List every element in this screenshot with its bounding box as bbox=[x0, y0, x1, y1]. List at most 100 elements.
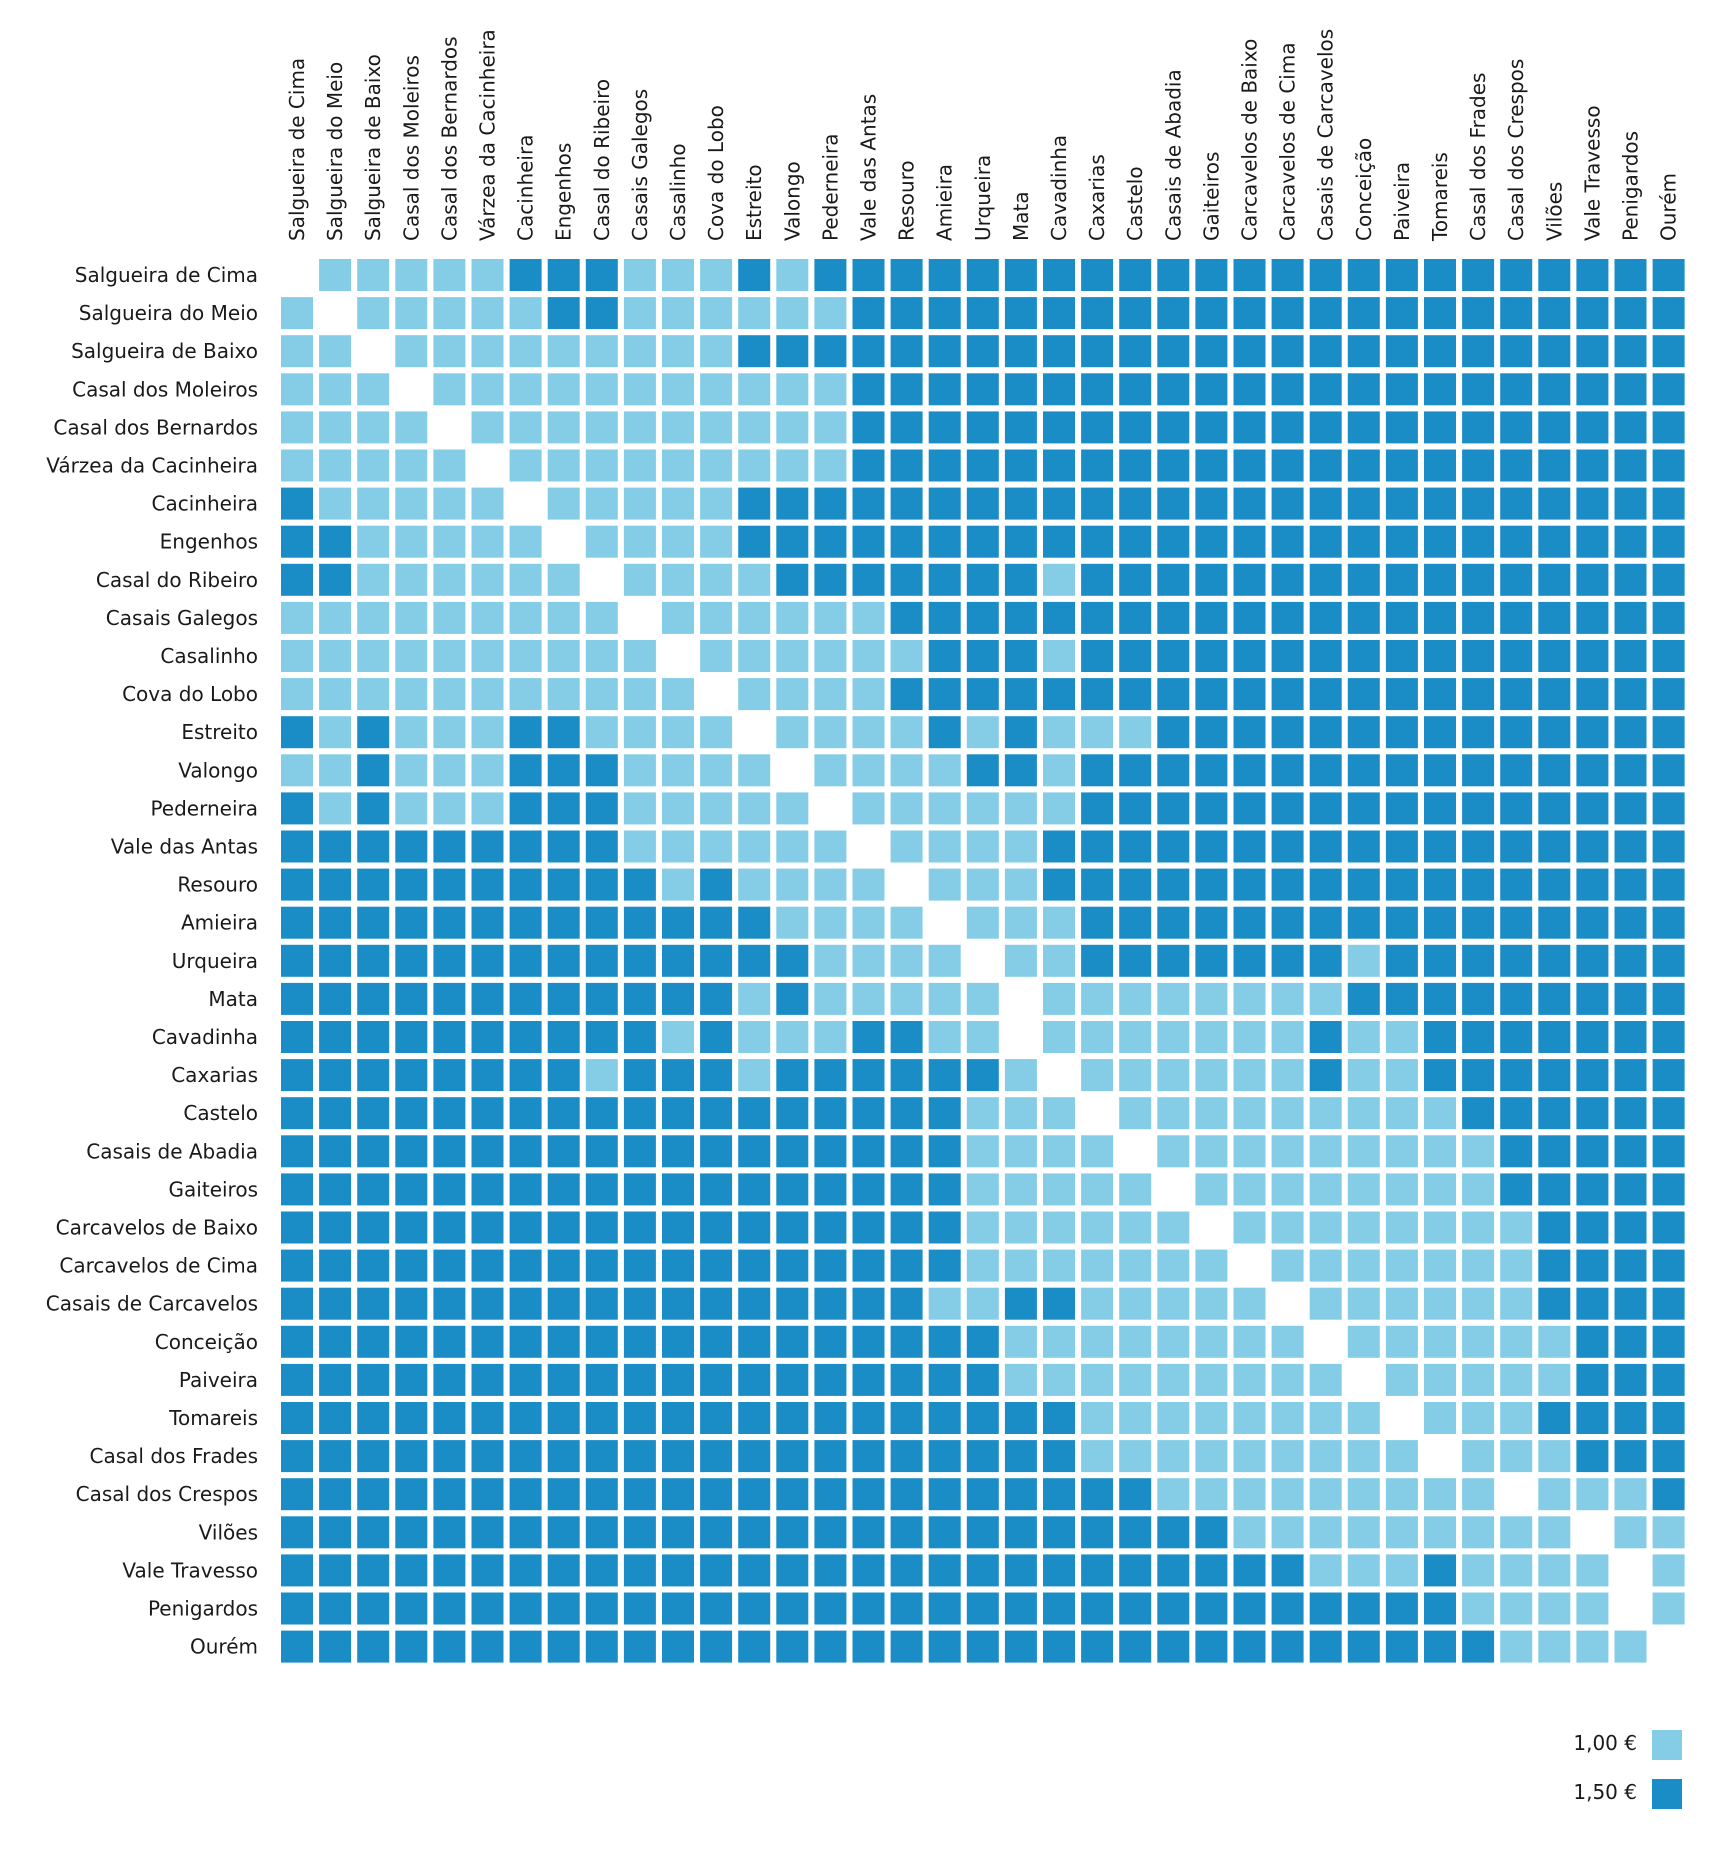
matrix-cell bbox=[1462, 335, 1495, 368]
matrix-cell bbox=[471, 297, 504, 330]
column-label: Caxarias bbox=[1085, 154, 1109, 241]
matrix-cell bbox=[1347, 259, 1380, 291]
matrix-cell bbox=[1576, 1554, 1609, 1587]
matrix-cell bbox=[395, 640, 428, 672]
matrix-cell bbox=[1614, 1363, 1647, 1396]
matrix-cell bbox=[1576, 754, 1609, 787]
matrix-cell bbox=[1462, 525, 1495, 558]
matrix-cell bbox=[1233, 678, 1266, 711]
matrix-cell bbox=[1195, 1630, 1228, 1663]
row-label: Resouro bbox=[177, 873, 258, 897]
matrix-cell bbox=[319, 1325, 352, 1358]
matrix-cell bbox=[814, 1630, 847, 1663]
matrix-cell bbox=[852, 525, 885, 558]
row-label: Carcavelos de Baixo bbox=[56, 1216, 258, 1240]
matrix-cell bbox=[547, 335, 580, 368]
matrix-cell bbox=[1347, 1287, 1380, 1320]
matrix-cell bbox=[1119, 1325, 1152, 1358]
matrix-cell bbox=[1081, 1363, 1114, 1396]
matrix-cell bbox=[1424, 906, 1456, 939]
matrix-cell bbox=[1538, 678, 1571, 711]
matrix-cell bbox=[1157, 1249, 1190, 1282]
matrix-cell bbox=[1347, 1021, 1380, 1053]
matrix-cell bbox=[433, 678, 466, 711]
matrix-cell bbox=[776, 373, 809, 406]
matrix-cell bbox=[1309, 259, 1342, 291]
matrix-cell bbox=[471, 1630, 504, 1663]
matrix-cell bbox=[433, 335, 466, 368]
matrix-cell bbox=[547, 1173, 580, 1206]
matrix-cell bbox=[1576, 1097, 1609, 1130]
column-label: Resouro bbox=[895, 160, 919, 241]
matrix-cell bbox=[662, 944, 694, 977]
row-label: Casal dos Frades bbox=[90, 1444, 258, 1468]
matrix-cell bbox=[585, 259, 618, 291]
matrix-cell bbox=[509, 411, 542, 444]
column-label: Casal do Ribeiro bbox=[590, 79, 614, 241]
matrix-cell bbox=[1652, 449, 1685, 482]
matrix-cell bbox=[1119, 373, 1152, 406]
matrix-cell bbox=[1385, 830, 1418, 863]
matrix-cell bbox=[1385, 678, 1418, 711]
matrix-cell bbox=[319, 487, 352, 520]
matrix-cell bbox=[662, 792, 694, 825]
matrix-cell bbox=[776, 259, 809, 291]
matrix-cell bbox=[1271, 525, 1304, 558]
matrix-cell bbox=[1233, 982, 1266, 1015]
matrix-cell bbox=[814, 1554, 847, 1587]
matrix-cell bbox=[1424, 792, 1456, 825]
matrix-cell bbox=[319, 1059, 352, 1092]
matrix-cell bbox=[662, 716, 694, 749]
row-label: Caxarias bbox=[171, 1063, 258, 1087]
matrix-cell bbox=[1385, 1363, 1418, 1396]
matrix-cell bbox=[662, 1287, 694, 1320]
matrix-cell bbox=[814, 1402, 847, 1434]
matrix-cell bbox=[738, 373, 771, 406]
matrix-cell bbox=[1309, 1059, 1342, 1092]
matrix-cell bbox=[1614, 1135, 1647, 1168]
matrix-cell bbox=[1462, 297, 1495, 330]
matrix-cell bbox=[509, 1097, 542, 1130]
matrix-cell bbox=[1538, 601, 1571, 634]
matrix-cell bbox=[890, 1059, 923, 1092]
matrix-cell bbox=[928, 449, 961, 482]
matrix-cell bbox=[1500, 1630, 1533, 1663]
matrix-cell bbox=[1004, 1135, 1037, 1168]
matrix-cell bbox=[928, 563, 961, 596]
matrix-cell bbox=[357, 1630, 390, 1663]
matrix-cell bbox=[738, 563, 771, 596]
matrix-cell bbox=[623, 1402, 656, 1434]
matrix-cell bbox=[623, 1287, 656, 1320]
matrix-cell bbox=[738, 1554, 771, 1587]
matrix-cell bbox=[547, 906, 580, 939]
matrix-cell bbox=[281, 1592, 313, 1625]
matrix-cell bbox=[1271, 373, 1304, 406]
matrix-cell bbox=[1385, 1173, 1418, 1206]
matrix-cell bbox=[662, 563, 694, 596]
matrix-cell bbox=[1652, 944, 1685, 977]
matrix-cell bbox=[814, 1592, 847, 1625]
matrix-cell bbox=[623, 1516, 656, 1549]
matrix-cell bbox=[1195, 1402, 1228, 1434]
matrix-cell bbox=[1500, 1554, 1533, 1587]
matrix-cell bbox=[1195, 1249, 1228, 1282]
matrix-cell bbox=[662, 1592, 694, 1625]
matrix-cell bbox=[1081, 1021, 1114, 1053]
matrix-cell bbox=[471, 1097, 504, 1130]
matrix-cell bbox=[319, 830, 352, 863]
matrix-cell bbox=[738, 525, 771, 558]
matrix-cell bbox=[966, 1478, 999, 1511]
matrix-cell bbox=[700, 754, 733, 787]
matrix-cell bbox=[1271, 944, 1304, 977]
matrix-cell bbox=[966, 601, 999, 634]
matrix-cell bbox=[357, 1135, 390, 1168]
matrix-cell bbox=[1157, 1478, 1190, 1511]
matrix-cell bbox=[509, 449, 542, 482]
matrix-cell bbox=[433, 1173, 466, 1206]
matrix-cell bbox=[357, 1059, 390, 1092]
matrix-cell bbox=[1576, 373, 1609, 406]
matrix-cell bbox=[1347, 1211, 1380, 1244]
matrix-cell bbox=[471, 1287, 504, 1320]
matrix-cell bbox=[1271, 487, 1304, 520]
matrix-cell bbox=[395, 830, 428, 863]
